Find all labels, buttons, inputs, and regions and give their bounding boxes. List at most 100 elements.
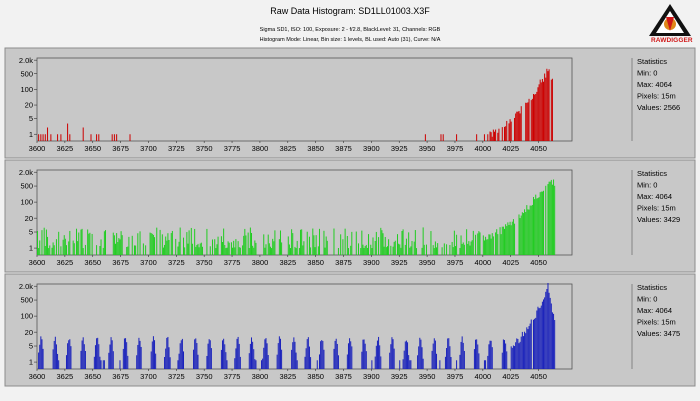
y-tick-label: 2.0k [19,56,33,65]
histogram-bar [536,91,538,141]
histogram-bar [397,234,399,255]
histogram-bar [506,351,508,369]
histogram-bar [197,243,199,255]
histogram-bar [306,339,308,369]
histogram-bar [271,248,273,255]
histogram-bar [238,343,240,369]
histogram-bar [469,245,471,255]
histogram-bar [446,244,448,255]
histogram-bar [405,340,407,369]
histogram-bar [119,239,121,255]
histogram-bar [295,352,297,369]
histogram-bar [292,233,294,255]
histogram-bar [539,79,541,141]
histogram-bar [267,355,269,369]
histogram-bar [197,354,199,369]
histogram-bar [461,243,463,255]
histogram-bar [290,248,292,255]
histogram-bar [317,246,319,255]
histogram-bar [519,218,521,255]
histogram-bar [321,340,323,369]
histogram-bar [333,228,335,255]
histogram-bar [47,236,49,255]
histogram-bar [389,352,391,369]
histogram-bar [424,134,426,141]
histogram-bar [350,341,352,369]
histogram-bar [554,320,556,369]
histogram-bar [485,360,487,369]
histogram-bar [489,131,491,141]
histogram-bar [478,231,480,255]
histogram-bar [57,353,59,369]
histogram-bar [38,352,40,369]
stats-values: Values: 2566 [637,103,680,112]
histogram-bar [385,247,387,255]
histogram-bar [447,338,449,369]
histogram-bar [392,339,394,369]
histogram-bar [90,134,92,141]
histogram-bar [201,246,203,255]
histogram-bar [335,338,337,369]
histogram-bar [98,134,100,141]
histogram-bar [436,247,438,255]
histogram-bar [510,225,512,255]
histogram-bar [296,360,298,369]
x-tick-label: 4050 [530,258,547,267]
x-tick-label: 4000 [474,372,491,381]
histogram-bar [444,356,446,369]
histogram-bar [234,247,236,255]
histogram-bar [220,349,222,369]
histogram-bar [463,244,465,255]
histogram-bar [45,229,47,255]
plot-area [36,169,573,256]
histogram-bar [512,219,514,255]
histogram-bar [306,231,308,255]
x-tick-label: 3700 [140,258,157,267]
histogram-bar [151,233,153,255]
histogram-bar [168,347,170,369]
histogram-bar [475,234,477,255]
histogram-bar [489,340,491,369]
histogram-bar [123,338,125,369]
stats-title: Statistics [637,169,667,178]
histogram-bar [125,338,127,369]
histogram-bar [39,344,41,369]
x-tick-label: 3975 [447,144,464,153]
histogram-bar [77,241,79,255]
histogram-bar [58,231,60,255]
histogram-bar [526,327,528,369]
x-tick-label: 3675 [112,372,129,381]
histogram-bar [97,337,99,369]
histogram-bar [476,134,478,141]
histogram-bar [402,359,404,369]
histogram-bar [264,339,266,369]
histogram-bar [217,236,219,255]
histogram-bar [449,346,451,369]
histogram-bar [510,121,512,141]
histogram-bar [530,319,532,369]
histogram-bar [52,349,54,369]
histogram-mode-info: Histogram Mode: Linear, Bin size: 1 leve… [259,37,441,43]
histogram-bar [333,348,335,369]
histogram-bar [478,353,480,369]
histogram-bar [316,360,318,369]
histogram-bar [269,246,271,255]
x-tick-label: 3650 [84,144,101,153]
stats-title: Statistics [637,283,667,292]
histogram-bar [102,247,104,255]
histogram-bar [281,349,283,369]
histogram-bar [404,341,406,369]
histogram-bar [303,241,305,255]
histogram-bar [479,232,481,255]
histogram-bar [375,231,377,255]
histogram-bar [518,110,520,141]
x-tick-label: 3925 [391,258,408,267]
histogram-bar [440,134,442,141]
histogram-bar [524,209,526,255]
histogram-bar [413,241,415,255]
histogram-bar [528,98,530,141]
histogram-bar [83,344,85,369]
histogram-bar [420,339,422,369]
histogram-bar [460,235,462,255]
